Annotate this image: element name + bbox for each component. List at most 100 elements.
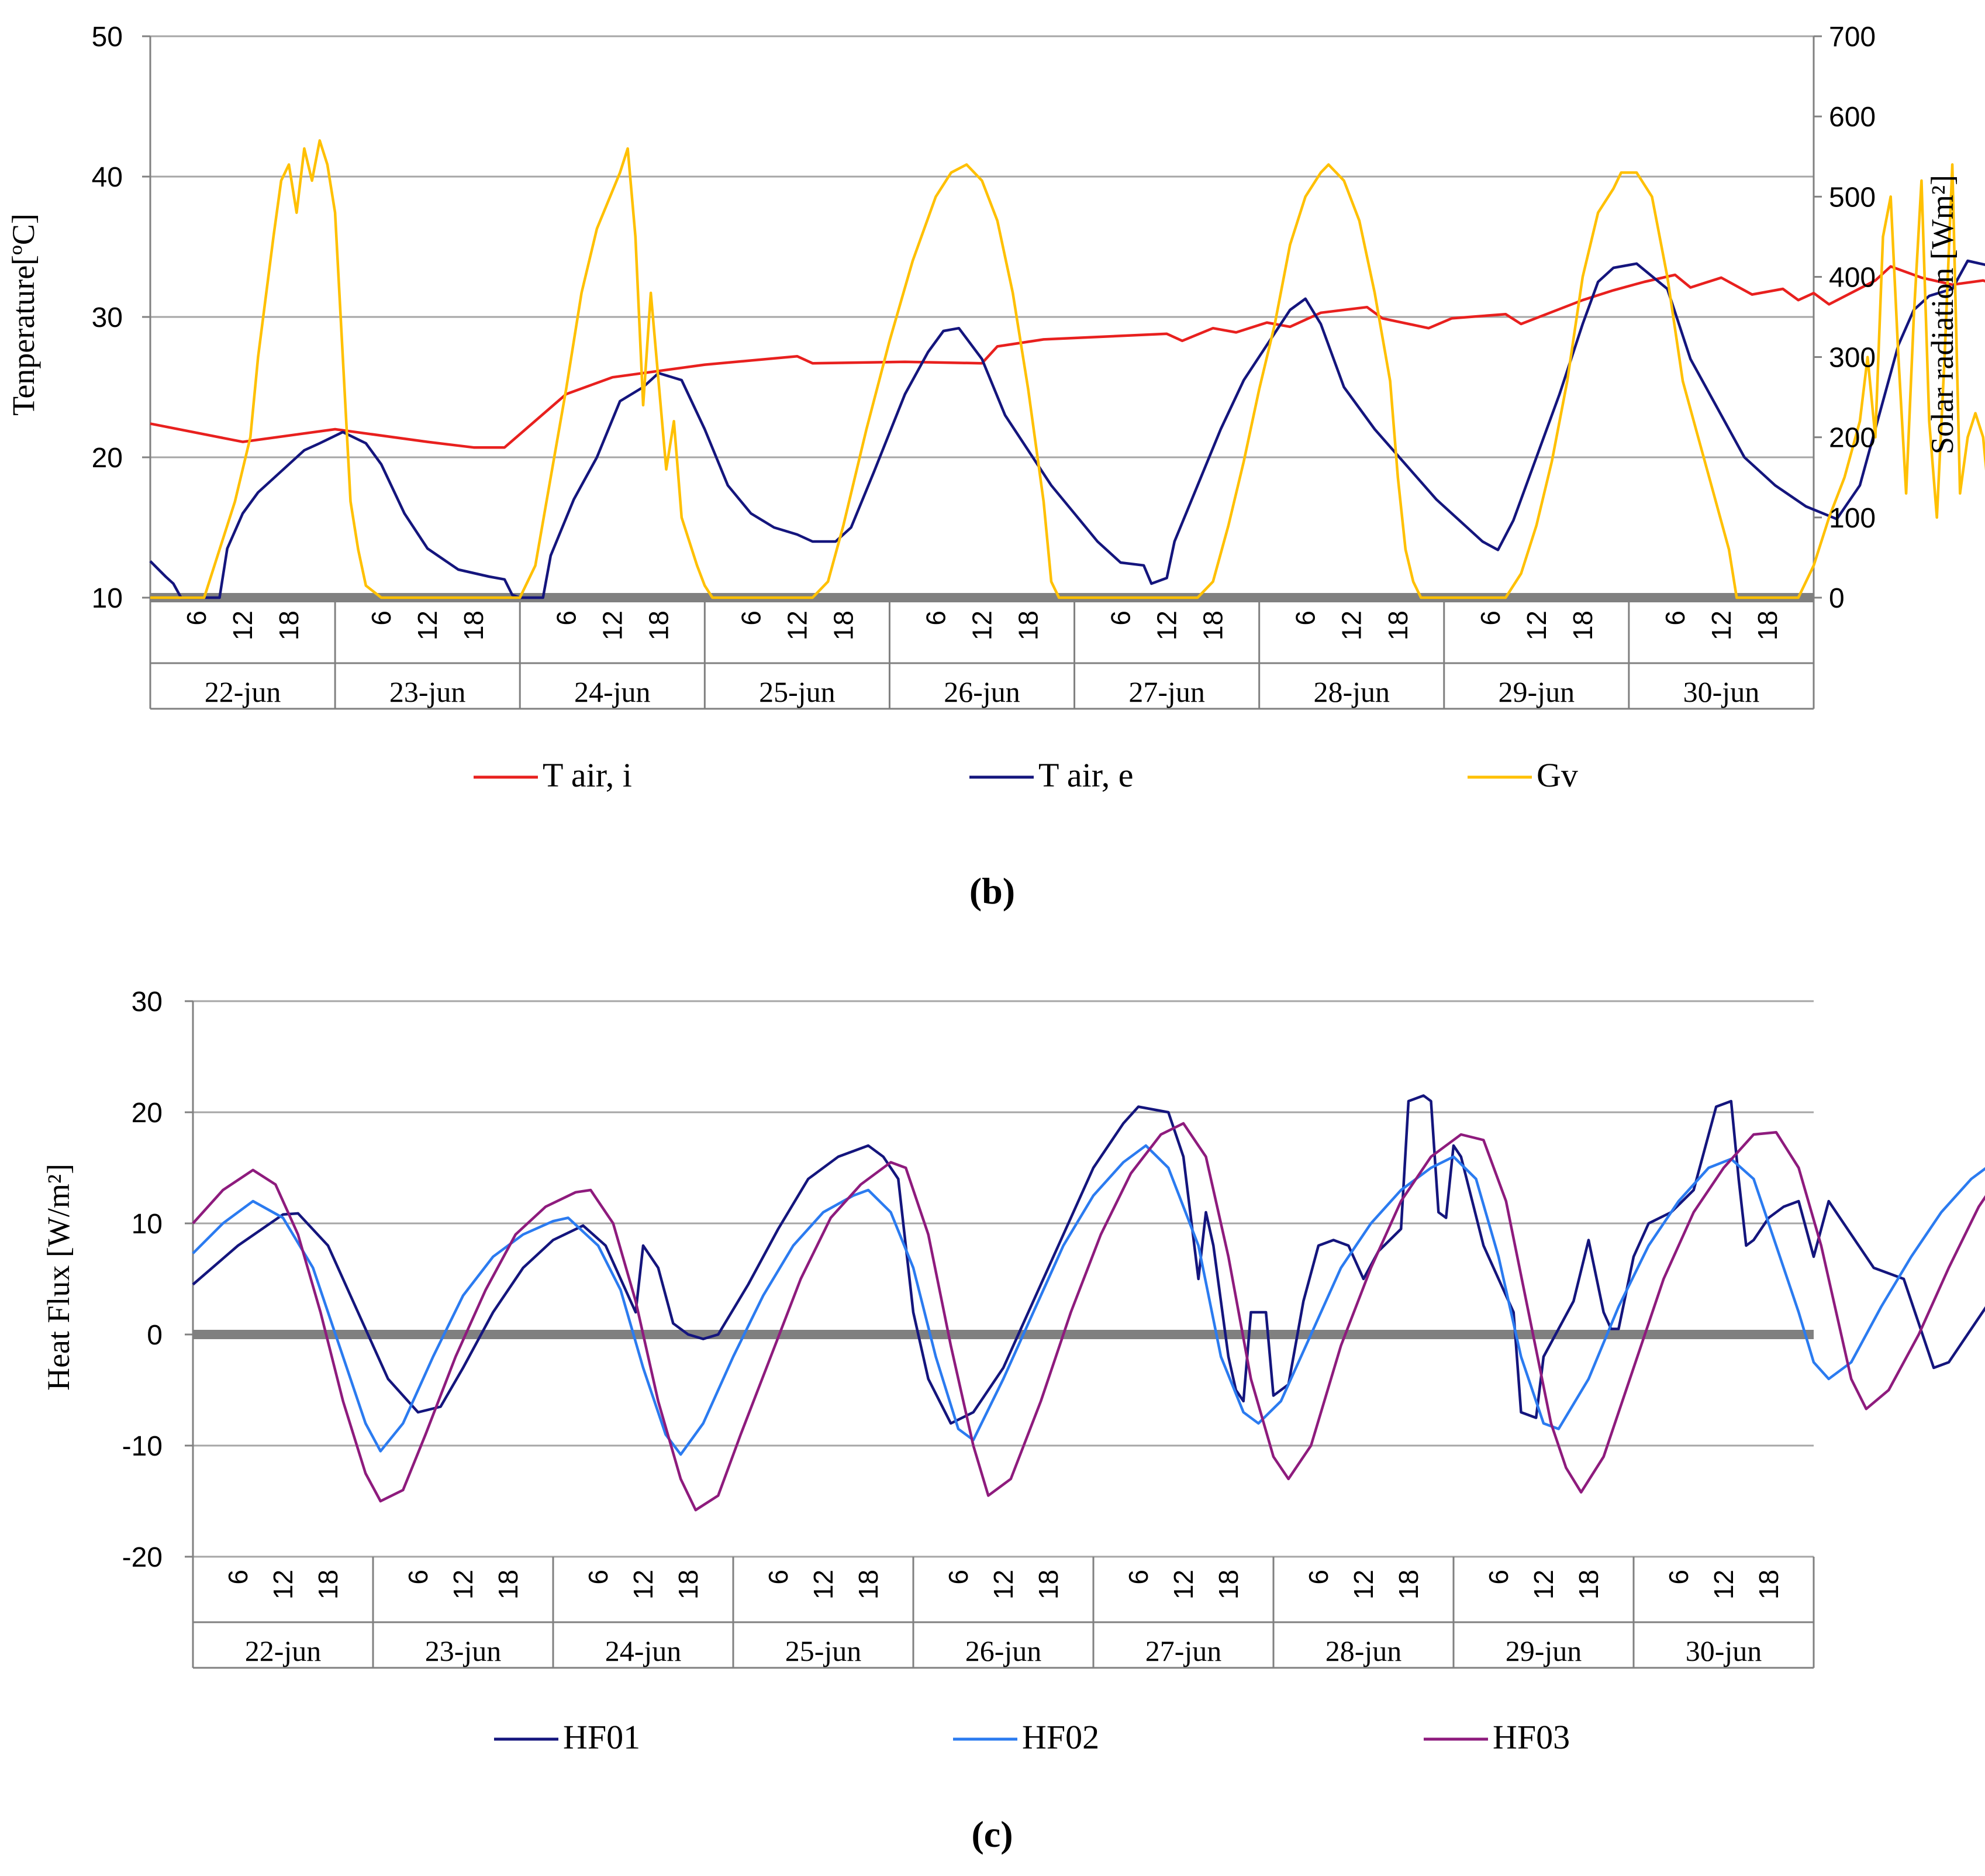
- hour-tick-label: 18: [1383, 611, 1413, 640]
- b-panel-label: (b): [969, 870, 1015, 912]
- hour-tick-label: 12: [268, 1570, 298, 1599]
- hour-tick-label: 12: [988, 1570, 1019, 1599]
- y-tick-label: 30: [92, 302, 123, 333]
- hour-tick-label: 18: [1213, 1570, 1244, 1599]
- y-tick-label: 20: [132, 1098, 163, 1129]
- series-line-t-air-i: [150, 265, 1985, 449]
- hour-tick-label: 6: [181, 611, 212, 626]
- legend-label-t-air-i: T air, i: [543, 756, 632, 794]
- hour-tick-label: 18: [313, 1570, 343, 1599]
- day-label: 29-jun: [1499, 675, 1575, 708]
- y2-tick-label: 0: [1829, 583, 1845, 614]
- legend-label-hf01: HF01: [563, 1718, 640, 1756]
- hour-tick-label: 12: [1152, 611, 1182, 640]
- hour-tick-label: 6: [736, 611, 766, 626]
- legend-label-gv: Gv: [1537, 756, 1578, 794]
- y-tick-label: 50: [92, 22, 123, 53]
- hour-tick-label: 6: [551, 611, 581, 626]
- hour-tick-label: 12: [1348, 1570, 1379, 1599]
- hour-tick-label: 6: [763, 1570, 793, 1585]
- day-label: 30-jun: [1683, 675, 1760, 708]
- y-tick-label: 20: [92, 443, 123, 474]
- b-axis-frame: [142, 35, 1822, 710]
- y-tick-label: -10: [122, 1431, 163, 1462]
- hour-tick-label: 6: [1106, 611, 1136, 626]
- hour-tick-label: 12: [412, 611, 443, 640]
- legend-label-hf02: HF02: [1022, 1718, 1099, 1756]
- b-series-lines: [149, 139, 1985, 599]
- series-line-hf03: [192, 1122, 1985, 1512]
- day-label: 28-jun: [1325, 1634, 1402, 1667]
- day-label: 23-jun: [389, 675, 466, 708]
- series-line-t-air-e: [149, 259, 1985, 599]
- day-label: 23-jun: [425, 1634, 502, 1667]
- hour-tick-label: 12: [1168, 1570, 1199, 1599]
- day-label: 25-jun: [759, 675, 836, 708]
- hour-tick-label: 18: [853, 1570, 883, 1599]
- y-tick-label: 30: [132, 987, 163, 1018]
- hour-tick-label: 18: [1033, 1570, 1064, 1599]
- hour-tick-label: 18: [458, 611, 489, 640]
- day-label: 25-jun: [785, 1634, 862, 1667]
- y-tick-label: 0: [147, 1320, 163, 1351]
- hour-tick-label: 18: [493, 1570, 523, 1599]
- hour-tick-label: 12: [227, 611, 258, 640]
- day-label: 28-jun: [1313, 675, 1390, 708]
- hour-tick-label: 12: [448, 1570, 478, 1599]
- day-label: 22-jun: [245, 1634, 322, 1667]
- hour-tick-label: 18: [673, 1570, 703, 1599]
- day-label: 22-jun: [205, 675, 281, 708]
- legend-label-hf03: HF03: [1493, 1718, 1570, 1756]
- hour-tick-label: 12: [967, 611, 997, 640]
- c-axis-frame: [185, 1000, 1815, 1669]
- hour-tick-label: 6: [1483, 1570, 1514, 1585]
- b-y2-axis-label: Solar radiation [Wm²]: [1925, 175, 1960, 454]
- day-label: 24-jun: [574, 675, 651, 708]
- y-tick-label: 10: [92, 583, 123, 614]
- hour-tick-label: 18: [1752, 611, 1783, 640]
- y2-tick-label: 600: [1829, 102, 1876, 133]
- hour-tick-label: 6: [366, 611, 396, 626]
- hour-tick-label: 6: [223, 1570, 253, 1585]
- c-gridlines: [193, 1000, 1814, 1558]
- hour-tick-label: 12: [1528, 1570, 1559, 1599]
- hour-tick-label: 6: [920, 611, 951, 626]
- hour-tick-label: 18: [828, 611, 858, 640]
- hour-tick-label: 6: [1123, 1570, 1154, 1585]
- hour-tick-label: 6: [1660, 611, 1690, 626]
- hour-tick-label: 18: [1013, 611, 1044, 640]
- b-gridlines: [150, 35, 1814, 602]
- y2-tick-label: 700: [1829, 22, 1876, 53]
- hour-tick-label: 6: [583, 1570, 613, 1585]
- day-label: 30-jun: [1686, 1634, 1762, 1667]
- hour-tick-label: 18: [1573, 1570, 1604, 1599]
- hour-tick-label: 12: [1521, 611, 1552, 640]
- hour-tick-label: 12: [782, 611, 812, 640]
- hour-tick-label: 12: [1337, 611, 1367, 640]
- day-label: 27-jun: [1145, 1634, 1222, 1667]
- y2-tick-label: 400: [1829, 262, 1876, 293]
- c-y-axis-label: Heat Flux [W/m²]: [41, 1164, 76, 1391]
- series-line-hf01: [192, 1094, 1985, 1425]
- legend-label-t-air-e: T air, e: [1038, 756, 1133, 794]
- c-tick-labels: 30 20 10 0 -10 -20 22-jun 6 12 18 23-jun 6 12 18 24-ju…: [122, 987, 1784, 1667]
- hour-tick-label: 12: [808, 1570, 838, 1599]
- day-label: 26-jun: [965, 1634, 1042, 1667]
- day-label: 26-jun: [944, 675, 1020, 708]
- series-line-hf02: [192, 1144, 1985, 1456]
- hour-tick-label: 18: [643, 611, 674, 640]
- hour-tick-label: 12: [597, 611, 627, 640]
- hour-tick-label: 6: [403, 1570, 433, 1585]
- y2-tick-label: 200: [1829, 423, 1876, 454]
- hour-tick-label: 18: [1393, 1570, 1424, 1599]
- c-series-lines: [192, 1094, 1985, 1512]
- hour-tick-label: 6: [1663, 1570, 1694, 1585]
- hour-tick-label: 6: [1475, 611, 1506, 626]
- day-label: 29-jun: [1506, 1634, 1582, 1667]
- chart-c: 30 20 10 0 -10 -20 22-jun 6 12 18 23-jun 6 12 18 24-ju…: [41, 987, 1985, 1855]
- y-tick-label: 40: [92, 162, 123, 193]
- hour-tick-label: 18: [1568, 611, 1598, 640]
